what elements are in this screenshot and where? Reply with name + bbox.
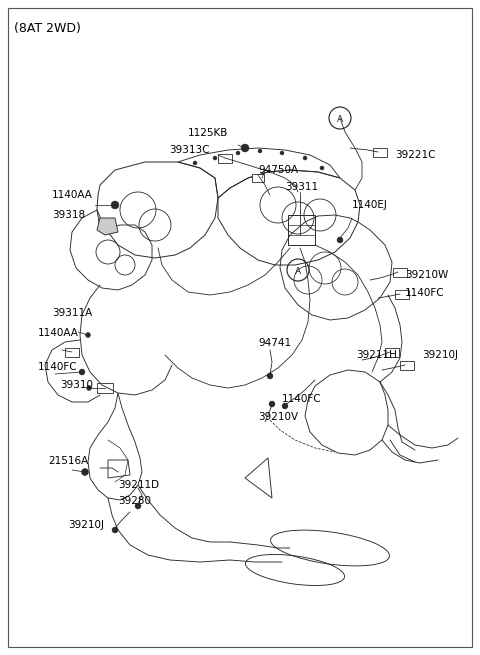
- Text: (8AT 2WD): (8AT 2WD): [14, 22, 81, 35]
- Text: 1140FC: 1140FC: [282, 394, 322, 404]
- Circle shape: [241, 144, 249, 152]
- Bar: [218, 153, 232, 162]
- Circle shape: [135, 503, 141, 509]
- Text: 39210J: 39210J: [68, 520, 104, 530]
- Circle shape: [86, 386, 92, 390]
- Text: 1140FC: 1140FC: [405, 288, 444, 298]
- Text: 94750A: 94750A: [258, 165, 298, 175]
- Text: 39311: 39311: [285, 182, 318, 192]
- Bar: [395, 290, 409, 299]
- Text: 1140EJ: 1140EJ: [352, 200, 388, 210]
- Circle shape: [236, 151, 240, 155]
- Text: 39311A: 39311A: [52, 308, 92, 318]
- Circle shape: [82, 468, 88, 476]
- Bar: [65, 348, 79, 356]
- Text: 39221C: 39221C: [395, 150, 435, 160]
- Bar: [400, 360, 414, 369]
- Bar: [385, 348, 399, 356]
- Text: 39210J: 39210J: [422, 350, 458, 360]
- Text: 39310: 39310: [60, 380, 93, 390]
- Text: 94741: 94741: [258, 338, 291, 348]
- Circle shape: [112, 527, 118, 533]
- Polygon shape: [97, 218, 118, 235]
- Bar: [393, 267, 407, 276]
- Text: 39210V: 39210V: [258, 412, 298, 422]
- Bar: [252, 174, 264, 182]
- Bar: [373, 147, 387, 157]
- Text: 1140FC: 1140FC: [38, 362, 78, 372]
- Text: 21516A: 21516A: [48, 456, 88, 466]
- Text: 39211H: 39211H: [356, 350, 397, 360]
- Text: 39318: 39318: [52, 210, 85, 220]
- Circle shape: [193, 161, 197, 165]
- Text: A: A: [295, 267, 301, 276]
- Text: 39210W: 39210W: [405, 270, 448, 280]
- Circle shape: [280, 151, 284, 155]
- Text: A: A: [337, 115, 343, 124]
- Circle shape: [303, 156, 307, 160]
- Circle shape: [267, 373, 273, 379]
- Circle shape: [79, 369, 85, 375]
- Text: 39211D: 39211D: [118, 480, 159, 490]
- Circle shape: [213, 156, 217, 160]
- Text: 39313C: 39313C: [169, 145, 210, 155]
- Text: 1140AA: 1140AA: [52, 190, 93, 200]
- Text: 39280: 39280: [118, 496, 151, 506]
- Circle shape: [320, 166, 324, 170]
- Circle shape: [282, 403, 288, 409]
- Circle shape: [269, 401, 275, 407]
- Circle shape: [85, 333, 91, 337]
- Text: 1125KB: 1125KB: [188, 128, 228, 138]
- Bar: [97, 383, 113, 393]
- Circle shape: [258, 149, 262, 153]
- Circle shape: [337, 237, 343, 243]
- Circle shape: [111, 201, 119, 209]
- Text: 1140AA: 1140AA: [38, 328, 79, 338]
